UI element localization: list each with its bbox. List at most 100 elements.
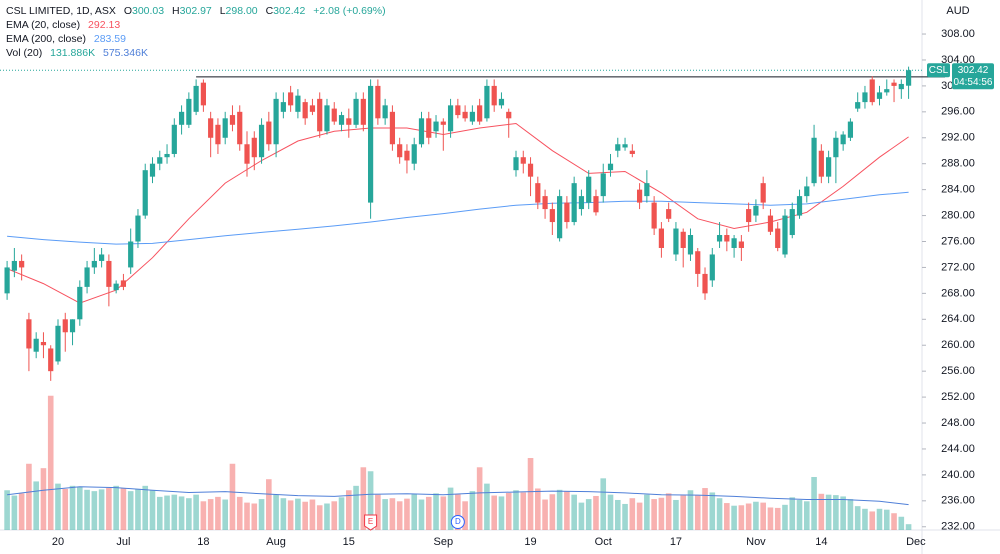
volume-bar	[382, 499, 388, 530]
indicator-name[interactable]: EMA (20, close)	[6, 19, 81, 31]
indicator-name[interactable]: EMA (200, close)	[6, 33, 86, 45]
candle-body	[498, 98, 505, 106]
volume-ma-line	[7, 486, 909, 506]
indicator-name[interactable]: Vol (20)	[6, 47, 43, 59]
volume-bar	[222, 499, 228, 530]
volume-bar	[69, 485, 76, 530]
volume-bar	[782, 504, 788, 530]
volume-bar	[571, 494, 577, 530]
candle-body	[884, 89, 890, 93]
candle-body	[178, 111, 185, 125]
volume-bar	[607, 494, 614, 530]
candle-body	[84, 267, 90, 287]
event-marker[interactable]: E	[364, 514, 378, 531]
volume-bar	[498, 496, 505, 530]
candle-body	[324, 105, 330, 132]
candle-body	[527, 163, 534, 177]
indicator-value: 131.886K	[50, 47, 96, 59]
ohlc-value: 302.97	[179, 5, 212, 17]
countdown: 04:54:56	[954, 77, 993, 88]
candle-body	[753, 205, 759, 216]
legend-line: EMA (20, close) 292.13	[6, 18, 386, 32]
candle-body	[222, 118, 228, 138]
volume-bar	[229, 463, 236, 530]
volume-bar	[883, 509, 890, 530]
candle-body	[368, 85, 374, 203]
candle-body	[331, 108, 337, 122]
volume-bar	[127, 491, 134, 530]
volume-bar	[418, 499, 425, 530]
symbol-badge-text: CSL	[929, 65, 949, 76]
volume-bar	[796, 499, 803, 530]
ohlc-value: 302.42	[273, 5, 306, 17]
volume-bar	[825, 494, 832, 530]
legend: CSL LIMITED, 1D, ASX O300.03 H302.97 L29…	[6, 4, 386, 60]
candle-body	[847, 121, 854, 138]
event-marker[interactable]: D	[450, 515, 465, 529]
candle-body	[491, 85, 497, 106]
volume-bar	[178, 496, 185, 530]
volume-bar	[338, 497, 345, 530]
y-tick-label: 288.00	[941, 158, 975, 170]
candle-body	[338, 115, 345, 125]
volume-bar	[527, 458, 534, 530]
volume-bar	[513, 490, 519, 530]
x-tick-label: Dec	[906, 536, 926, 548]
indicator-value: 575.346K	[103, 47, 148, 59]
volume-bar	[731, 505, 737, 530]
volume-bar	[411, 493, 418, 530]
candle-body	[258, 124, 265, 158]
candle-body	[564, 202, 570, 223]
ohlc-value: 298.00	[225, 5, 258, 17]
x-tick-label: Aug	[266, 536, 286, 548]
volume-bar	[854, 506, 861, 530]
volume-bar	[716, 498, 723, 530]
volume-bar	[425, 496, 432, 530]
candle-body	[862, 92, 868, 103]
volume-bar	[462, 501, 468, 530]
candle-body	[55, 325, 61, 362]
legend-line: Vol (20) 131.886K 575.346K	[6, 46, 386, 60]
y-tick-label: 268.00	[941, 287, 975, 299]
volume-bar	[804, 501, 810, 530]
x-tick-label: 18	[197, 536, 209, 548]
x-tick-label: Oct	[595, 536, 612, 548]
y-tick-label: 284.00	[941, 184, 975, 196]
candle-body	[666, 209, 672, 219]
x-tick-label: 20	[52, 536, 64, 548]
legend-line: CSL LIMITED, 1D, ASX O300.03 H302.97 L29…	[6, 4, 386, 18]
candle-body	[375, 85, 381, 119]
y-tick-label: 276.00	[941, 235, 975, 247]
volume-bar	[360, 467, 367, 530]
volume-bar	[367, 471, 374, 530]
volume-bar	[200, 501, 207, 530]
legend-line: EMA (200, close) 283.59	[6, 32, 386, 46]
candle-body	[709, 254, 715, 281]
volume-bar	[665, 493, 672, 530]
y-tick-label: 272.00	[941, 261, 975, 273]
volume-bar	[84, 489, 90, 530]
volume-bar	[266, 479, 272, 530]
volume-bar	[549, 494, 556, 530]
candle-body	[746, 209, 752, 223]
volume-bar	[91, 491, 98, 530]
volume-bar	[680, 495, 687, 530]
volume-bar	[280, 498, 287, 530]
candle-body	[113, 283, 119, 291]
volume-bar	[164, 495, 170, 530]
candle-body	[360, 98, 366, 125]
volume-bar	[818, 493, 825, 530]
candle-body	[600, 173, 606, 197]
candle-body	[513, 157, 519, 171]
candle-body	[506, 111, 512, 119]
indicator-value: 292.13	[88, 19, 121, 31]
candle-body	[549, 209, 555, 223]
candle-body	[418, 118, 425, 145]
symbol-title[interactable]: CSL LIMITED, 1D, ASX	[6, 5, 116, 17]
candle-body	[164, 153, 170, 158]
event-label: D	[455, 517, 461, 526]
volume-bar	[455, 494, 461, 530]
candle-body	[687, 235, 694, 255]
volume-bar	[287, 500, 294, 530]
x-tick-label: 19	[524, 536, 536, 548]
